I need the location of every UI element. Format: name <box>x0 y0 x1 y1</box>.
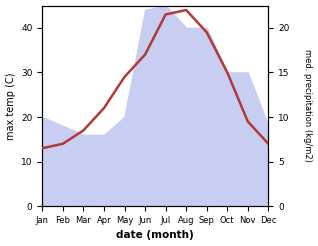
X-axis label: date (month): date (month) <box>116 231 194 240</box>
Y-axis label: max temp (C): max temp (C) <box>5 72 16 140</box>
Y-axis label: med. precipitation (kg/m2): med. precipitation (kg/m2) <box>303 49 313 162</box>
